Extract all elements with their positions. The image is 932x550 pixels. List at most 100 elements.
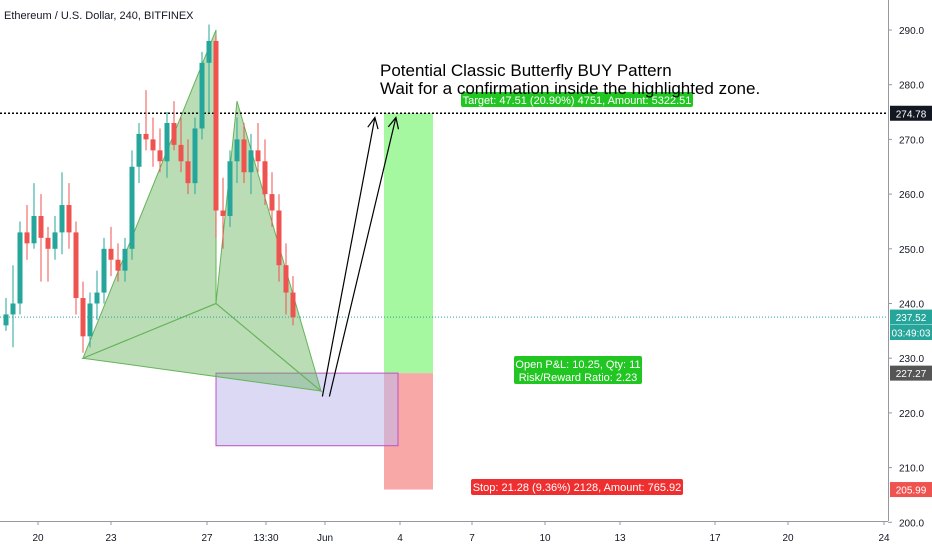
arrow-2 xyxy=(328,116,400,397)
candle xyxy=(24,205,30,260)
candle-body xyxy=(234,139,240,162)
price-label-box xyxy=(890,482,932,498)
candle-body xyxy=(157,150,163,162)
time-tick-label: 17 xyxy=(709,533,721,544)
time-tick-label: 23 xyxy=(105,533,117,544)
candle xyxy=(45,226,51,282)
candle-body xyxy=(276,210,282,266)
pnl-label-text: Risk/Reward Ratio: 2.23 xyxy=(519,372,638,384)
arrow-head xyxy=(387,116,400,130)
time-tick-label: 10 xyxy=(539,533,551,544)
stop-label: Stop: 21.28 (9.36%) 2128, Amount: 765.92 xyxy=(471,479,683,495)
annotation-line-2: Wait for a confirmation inside the highl… xyxy=(380,79,761,98)
candle-body xyxy=(213,40,219,211)
candle-body xyxy=(115,259,121,271)
candle-body xyxy=(129,166,135,249)
candle xyxy=(157,128,163,173)
arrow-1 xyxy=(321,116,379,397)
price-label-tag: 205.99 xyxy=(890,482,932,498)
candle xyxy=(129,150,135,260)
candle xyxy=(269,172,275,227)
candle-body xyxy=(108,248,114,260)
price-label-text: 03:49:03 xyxy=(892,328,931,339)
pattern-abd-triangle xyxy=(81,302,323,392)
candle xyxy=(185,139,191,195)
price-label-text: 237.52 xyxy=(896,313,927,324)
price-label-tag: 237.52 xyxy=(890,309,932,325)
price-label-tag: 227.27 xyxy=(890,365,932,381)
candle-body xyxy=(31,215,37,244)
price-tick-label: 220.0 xyxy=(899,409,924,420)
candle xyxy=(150,117,156,167)
pnl-label-text: Open P&L: 10.25, Qty: 11 xyxy=(515,359,640,371)
time-tick-label: 13 xyxy=(614,533,626,544)
time-tick-label: 13:30 xyxy=(253,533,278,544)
time-tick-label: 20 xyxy=(32,533,44,544)
price-tick-label: 230.0 xyxy=(899,354,924,365)
candle xyxy=(199,51,205,140)
candle xyxy=(38,194,44,282)
price-tick-label: 280.0 xyxy=(899,81,924,92)
candle xyxy=(143,90,149,151)
candle-body xyxy=(220,210,226,216)
candle-body xyxy=(178,144,184,162)
zones-layer xyxy=(215,113,433,490)
pattern-xab-triangle xyxy=(82,29,217,360)
arrow-head xyxy=(367,116,379,130)
candle-body xyxy=(52,232,58,249)
candle-body xyxy=(241,139,247,173)
price-tick-label: 240.0 xyxy=(899,300,924,311)
candle-body xyxy=(164,122,170,162)
candle-body xyxy=(199,62,205,129)
candle xyxy=(115,243,121,282)
candle-body xyxy=(192,128,198,184)
arrows xyxy=(321,116,400,397)
candle xyxy=(10,265,16,348)
candle-body xyxy=(171,122,177,145)
price-label-box xyxy=(890,324,932,340)
price-label-box xyxy=(890,365,932,381)
target-label: Target: 47.51 (20.90%) 4751, Amount: 532… xyxy=(461,92,693,107)
candle-body xyxy=(290,292,296,318)
candle xyxy=(227,150,233,227)
candle-body xyxy=(269,194,275,211)
buy-zone xyxy=(215,372,399,447)
candle-body xyxy=(38,215,44,238)
time-tick-label: 7 xyxy=(469,533,475,544)
candle xyxy=(283,243,289,315)
candle-body xyxy=(24,232,30,244)
candle-body xyxy=(59,205,65,233)
candle-body xyxy=(87,303,93,337)
arrow-shaft xyxy=(321,117,376,397)
candle xyxy=(52,215,58,260)
candle xyxy=(192,117,198,195)
price-label-box xyxy=(890,309,932,325)
candle xyxy=(87,292,93,348)
candle-body xyxy=(66,205,72,233)
price-label-tag: 274.78 xyxy=(890,105,932,121)
candle-body xyxy=(262,161,268,195)
candle xyxy=(164,112,170,178)
candle-body xyxy=(94,292,100,304)
pnl-label-box xyxy=(514,356,642,384)
stop-label-text: Stop: 21.28 (9.36%) 2128, Amount: 765.92 xyxy=(473,482,682,494)
price-label-text: 227.27 xyxy=(896,369,927,380)
price-label-text: 205.99 xyxy=(896,486,927,497)
candle xyxy=(59,172,65,255)
price-tick-label: 270.0 xyxy=(899,135,924,146)
candle-body xyxy=(283,265,289,293)
candle-body xyxy=(136,133,142,167)
candle xyxy=(171,101,177,151)
target-zone xyxy=(384,113,433,374)
price-tick-label: 290.0 xyxy=(899,26,924,37)
candle-body xyxy=(3,314,9,326)
candle xyxy=(17,221,23,315)
candle xyxy=(80,281,86,353)
candle xyxy=(31,183,37,249)
price-label-text: 274.78 xyxy=(896,109,927,120)
time-tick-label: 24 xyxy=(878,533,890,544)
candle xyxy=(213,35,219,238)
time-tick-label: 4 xyxy=(397,533,403,544)
